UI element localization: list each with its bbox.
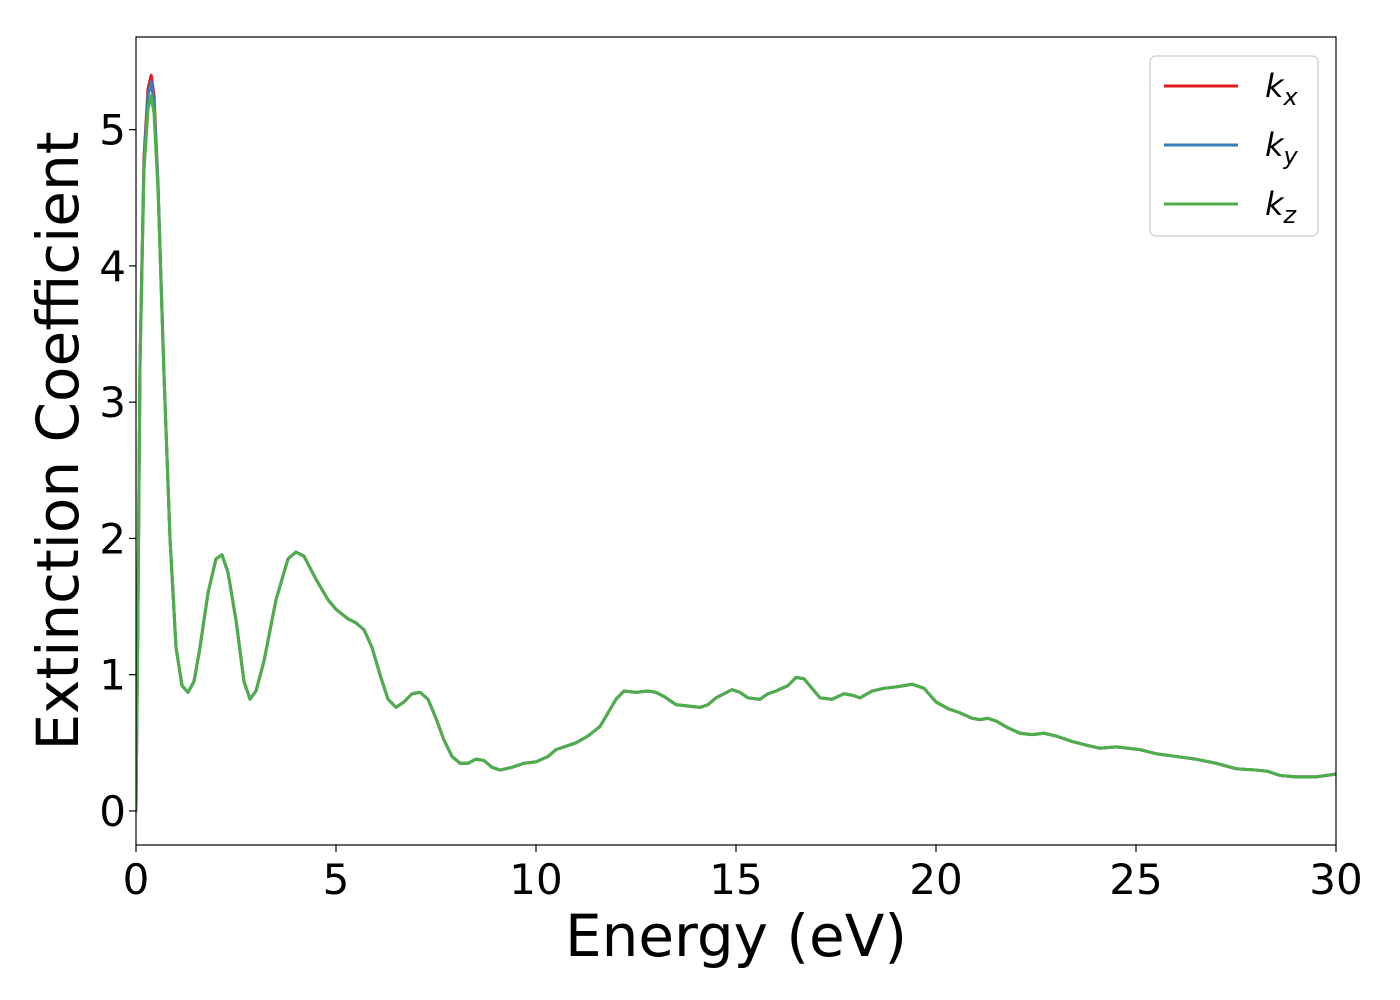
y-tick-label: 5 — [99, 106, 126, 155]
y-tick-label: 1 — [99, 651, 126, 700]
y-tick-label: 3 — [99, 378, 126, 427]
x-tick-label: 5 — [323, 855, 350, 904]
x-axis-title: Energy (eV) — [565, 902, 907, 970]
y-axis-title: Extinction Coefficient — [24, 132, 92, 751]
y-axis: 0 1 2 3 4 5 — [99, 106, 136, 836]
y-tick-label: 2 — [99, 514, 126, 563]
x-tick-label: 15 — [709, 855, 762, 904]
x-tick-label: 0 — [123, 855, 150, 904]
x-axis: 0 5 10 15 20 25 30 — [123, 845, 1363, 904]
x-tick-label: 10 — [509, 855, 562, 904]
series-line-kz — [136, 94, 1336, 813]
y-tick-label: 0 — [99, 787, 126, 836]
series-layer — [136, 73, 1336, 813]
x-tick-label: 20 — [909, 855, 962, 904]
y-tick-label: 4 — [99, 242, 126, 291]
x-tick-label: 25 — [1109, 855, 1162, 904]
x-tick-label: 30 — [1309, 855, 1362, 904]
